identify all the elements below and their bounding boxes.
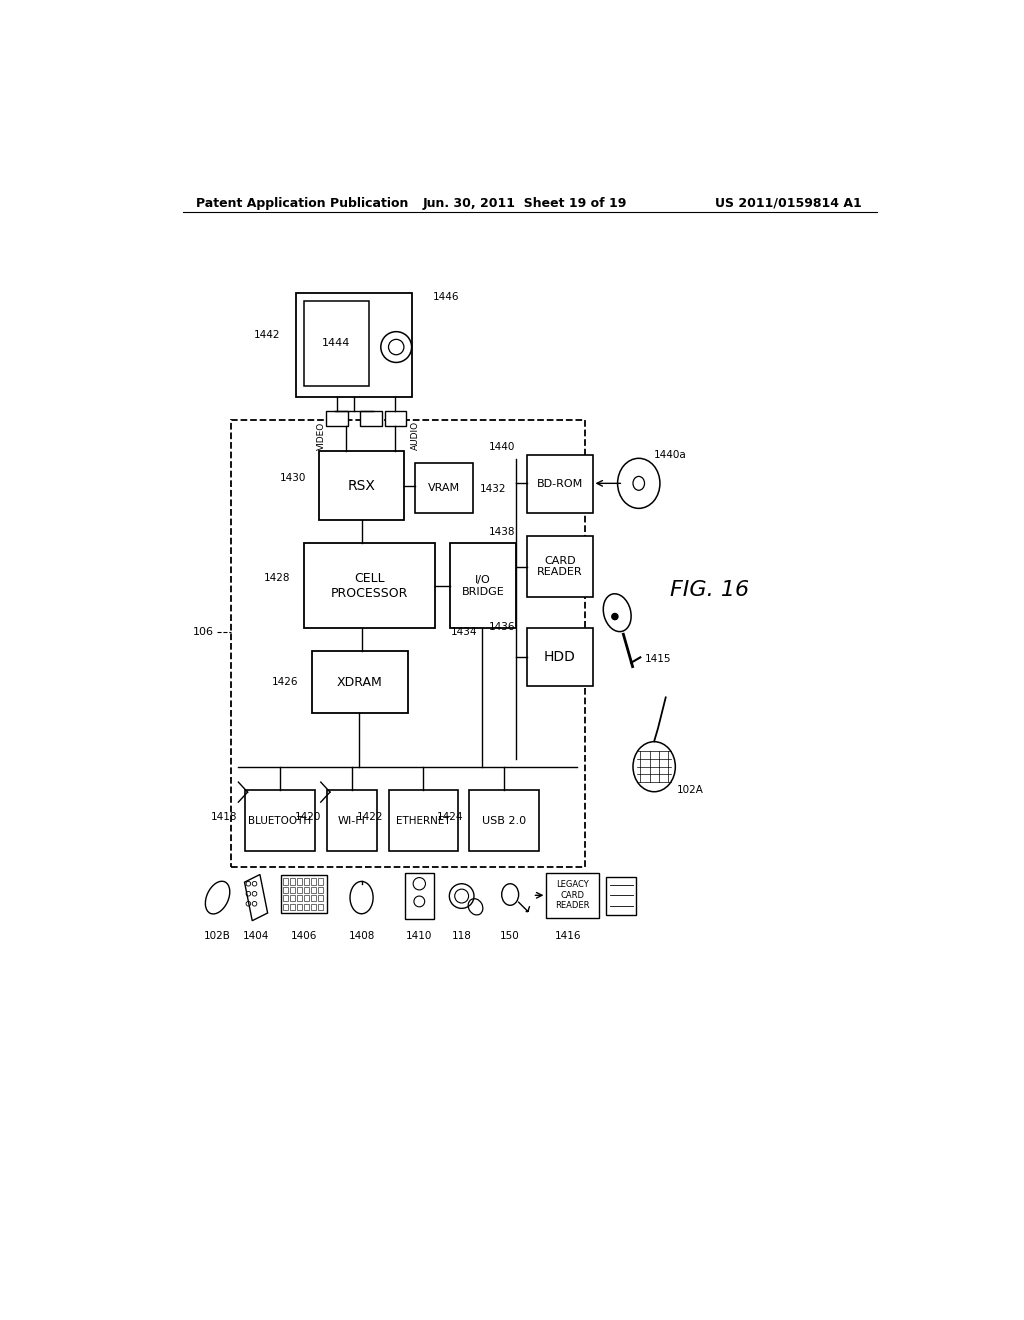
Text: 1438: 1438 [489, 527, 515, 537]
Bar [310, 887, 316, 892]
Text: Patent Application Publication: Patent Application Publication [196, 197, 409, 210]
Text: 1426: 1426 [272, 677, 298, 686]
Text: 1415: 1415 [645, 653, 672, 664]
Text: VRAM: VRAM [428, 483, 461, 492]
Text: 1408: 1408 [348, 931, 375, 941]
Text: 1440: 1440 [489, 442, 515, 453]
Bar [297, 887, 302, 892]
Text: 150: 150 [501, 931, 520, 941]
Text: I/O
BRIDGE: I/O BRIDGE [462, 576, 504, 597]
Text: 1434: 1434 [451, 627, 477, 638]
Bar [297, 878, 302, 884]
Bar [281, 875, 327, 913]
Bar [527, 455, 593, 512]
Bar [404, 873, 434, 919]
Text: BLUETOOTH: BLUETOOTH [249, 816, 311, 825]
Bar [283, 887, 289, 892]
Bar [290, 895, 295, 902]
Bar [317, 895, 323, 902]
Text: 1424: 1424 [436, 812, 463, 822]
Text: 1428: 1428 [263, 573, 290, 583]
Bar [317, 887, 323, 892]
Text: 1430: 1430 [280, 473, 306, 483]
Text: WI-FI: WI-FI [338, 816, 366, 825]
Text: 1420: 1420 [295, 812, 322, 822]
Bar [317, 878, 323, 884]
Bar [296, 293, 412, 397]
Bar [304, 301, 370, 385]
Text: 1446: 1446 [432, 292, 459, 302]
Bar [290, 904, 295, 909]
Bar [297, 895, 302, 902]
Bar [304, 895, 309, 902]
Text: HDD: HDD [544, 649, 575, 664]
Text: BD-ROM: BD-ROM [537, 479, 583, 488]
Text: CELL
PROCESSOR: CELL PROCESSOR [331, 572, 408, 599]
Bar [230, 420, 585, 867]
Text: FIG. 16: FIG. 16 [670, 579, 749, 599]
Text: VIDEO: VIDEO [317, 421, 326, 450]
Text: 118: 118 [452, 931, 472, 941]
Text: 1404: 1404 [243, 931, 269, 941]
Text: 1410: 1410 [407, 931, 432, 941]
Bar [290, 878, 295, 884]
Bar [326, 411, 348, 426]
Text: 1432: 1432 [479, 484, 506, 495]
Text: 1442: 1442 [254, 330, 281, 341]
Text: 1418: 1418 [210, 812, 237, 822]
Text: 1440a: 1440a [654, 450, 687, 459]
Bar [304, 904, 309, 909]
Bar [245, 789, 315, 851]
Text: Jun. 30, 2011  Sheet 19 of 19: Jun. 30, 2011 Sheet 19 of 19 [423, 197, 627, 210]
Text: 1416: 1416 [555, 931, 582, 941]
Bar [297, 904, 302, 909]
Bar [310, 904, 316, 909]
Text: ETHERNET: ETHERNET [396, 816, 451, 825]
Text: 102A: 102A [677, 785, 705, 795]
Bar [527, 536, 593, 598]
Text: 1406: 1406 [291, 931, 317, 941]
Bar [385, 411, 407, 426]
Text: RSX: RSX [347, 479, 376, 492]
Text: USB 2.0: USB 2.0 [482, 816, 526, 825]
Bar [283, 895, 289, 902]
Bar [304, 887, 309, 892]
Bar [311, 651, 408, 713]
Bar [317, 904, 323, 909]
Bar [283, 878, 289, 884]
Bar [547, 873, 599, 917]
Bar [310, 878, 316, 884]
Text: AUDIO: AUDIO [411, 421, 420, 450]
Bar [527, 628, 593, 686]
Bar [416, 462, 473, 512]
Bar [304, 878, 309, 884]
Bar [319, 451, 403, 520]
Text: LEGACY
CARD
READER: LEGACY CARD READER [555, 880, 590, 911]
Text: 1422: 1422 [356, 812, 383, 822]
Text: 106: 106 [193, 627, 214, 638]
Bar [469, 789, 539, 851]
Text: 1436: 1436 [489, 622, 515, 631]
Bar [283, 904, 289, 909]
Bar [304, 544, 435, 628]
Bar [451, 544, 515, 628]
Text: CARD
READER: CARD READER [537, 556, 583, 577]
Bar [606, 876, 636, 915]
Bar [290, 887, 295, 892]
Circle shape [611, 614, 617, 619]
Bar [327, 789, 377, 851]
Text: 1444: 1444 [322, 338, 350, 348]
Text: US 2011/0159814 A1: US 2011/0159814 A1 [716, 197, 862, 210]
Bar [388, 789, 458, 851]
Text: XDRAM: XDRAM [337, 676, 383, 689]
Bar [360, 411, 382, 426]
Bar [310, 895, 316, 902]
Text: 102B: 102B [204, 931, 231, 941]
